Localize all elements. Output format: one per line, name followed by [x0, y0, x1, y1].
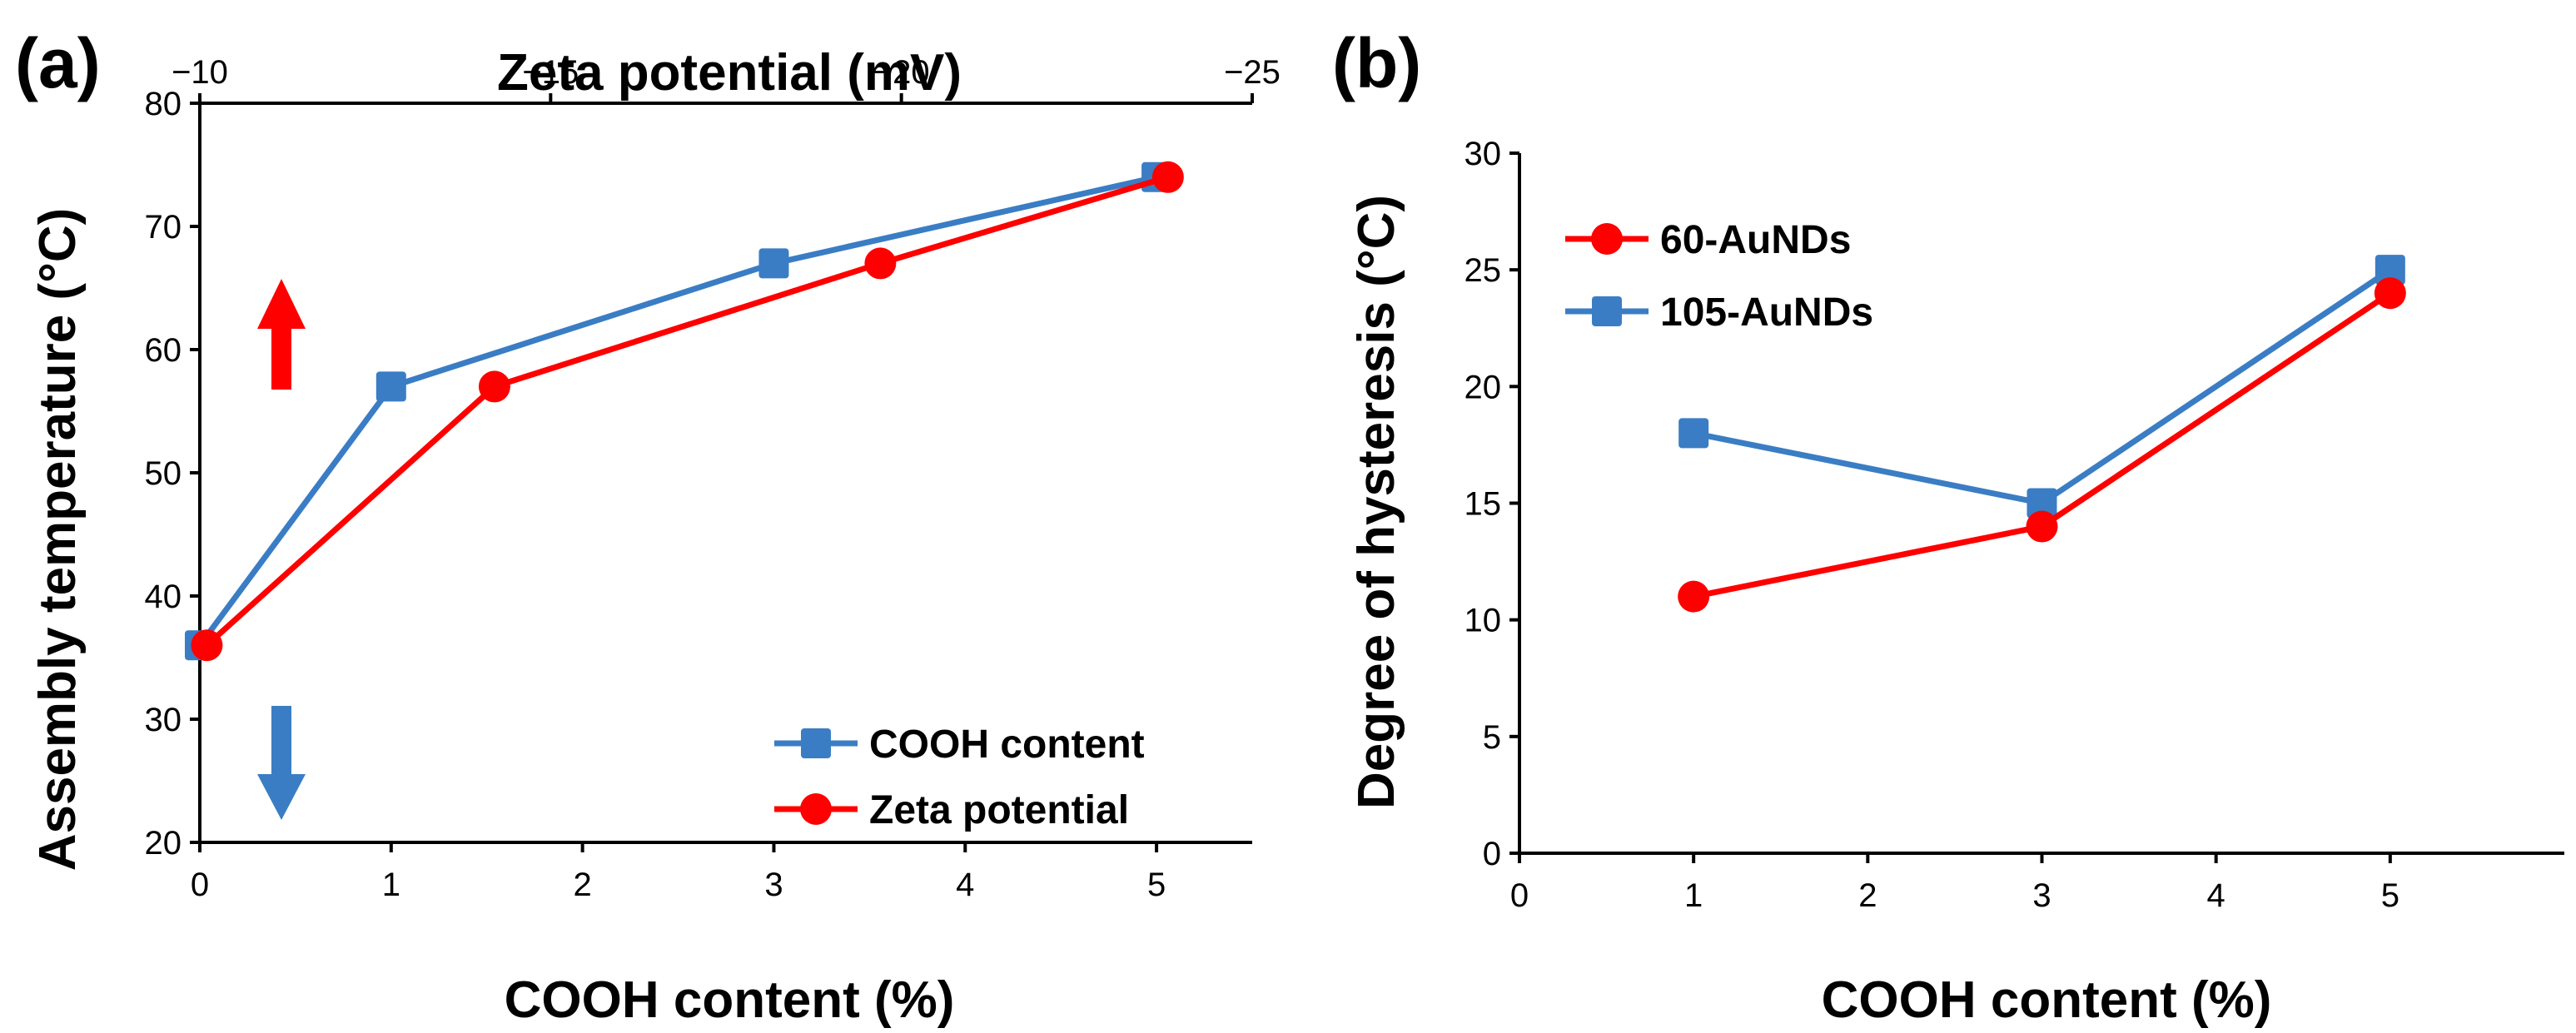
panel-label-b: (b): [1332, 24, 1421, 102]
legend-marker: [800, 793, 832, 825]
legend-label: 105-AuNDs: [1660, 291, 1873, 335]
data-point-zeta: [191, 629, 223, 662]
x-tick-label-b: 3: [2032, 877, 2051, 914]
y-tick-label-a: 20: [145, 825, 182, 862]
y-axis-title-b: Degree of hysteresis (°C): [1348, 195, 1405, 809]
x-axis-title-b: COOH content (%): [1822, 971, 2272, 1029]
y-tick-label-b: 10: [1465, 603, 1502, 639]
data-point-60-aunds: [2374, 277, 2406, 310]
x-axis-title-a: COOH content (%): [505, 971, 955, 1029]
series-line-zeta-potential: [205, 174, 1169, 648]
x-tick-label-a: 5: [1147, 867, 1166, 903]
data-point-zeta: [478, 370, 510, 403]
top-axis-title: Zeta potential (mV): [497, 44, 962, 102]
x-tick-label-b: 1: [1684, 877, 1703, 914]
legend-marker: [1591, 223, 1623, 255]
top-tick-label-a: −25: [1224, 54, 1281, 91]
chart-panel-a: (a) Zeta potential (mV) COOH content (%)…: [15, 24, 1281, 1029]
x-tick-label-a: 0: [191, 867, 209, 903]
x-tick-label-a: 4: [956, 867, 974, 903]
chart-panel-b: (b) COOH content (%) Degree of hysteresi…: [1332, 24, 2564, 1029]
x-tick-label-a: 1: [382, 867, 400, 903]
y-tick-label-a: 70: [145, 209, 182, 246]
data-point-105-aunds: [1678, 418, 1709, 449]
data-point-zeta: [1151, 161, 1184, 193]
y-tick-label-b: 20: [1465, 369, 1502, 405]
y-tick-label-b: 30: [1465, 136, 1502, 172]
y-tick-label-a: 30: [145, 702, 182, 738]
y-tick-label-b: 25: [1465, 252, 1502, 289]
y-tick-label-a: 40: [145, 579, 182, 615]
legend-marker: [1592, 296, 1622, 326]
top-tick-label-a: −15: [522, 54, 579, 91]
top-tick-label-a: −20: [873, 54, 930, 91]
down-arrow-icon: [257, 706, 306, 820]
data-point-cooh: [758, 248, 789, 279]
x-tick-label-b: 2: [1858, 877, 1877, 914]
data-point-cooh: [375, 371, 406, 402]
y-axis-title-a: Assembly temperature (°C): [29, 208, 87, 872]
x-tick-label-b: 0: [1510, 877, 1529, 914]
panel-label-a: (a): [15, 24, 101, 102]
y-tick-label-a: 60: [145, 332, 182, 369]
data-point-60-aunds: [1678, 580, 1710, 613]
series-line-cooh-content: [197, 174, 1157, 648]
legend-label: COOH content: [869, 723, 1145, 767]
y-tick-label-a: 50: [145, 455, 182, 492]
y-tick-label-a: 80: [145, 86, 182, 122]
x-tick-label-a: 2: [574, 867, 592, 903]
legend-label: Zeta potential: [869, 788, 1129, 832]
data-point-zeta: [864, 247, 897, 280]
data-point-105-aunds: [2026, 488, 2057, 519]
up-arrow-icon: [257, 279, 306, 390]
legend-marker: [801, 728, 831, 758]
y-tick-label-b: 0: [1483, 836, 1501, 872]
legend-label: 60-AuNDs: [1660, 218, 1851, 262]
y-tick-label-b: 15: [1465, 486, 1502, 523]
x-tick-label-b: 5: [2381, 877, 2399, 914]
data-point-105-aunds: [2375, 255, 2405, 286]
x-tick-label-a: 3: [764, 867, 783, 903]
y-tick-label-b: 5: [1483, 719, 1501, 756]
data-point-60-aunds: [2026, 510, 2058, 543]
top-tick-label-a: −10: [172, 54, 228, 91]
x-tick-label-b: 4: [2207, 877, 2225, 914]
